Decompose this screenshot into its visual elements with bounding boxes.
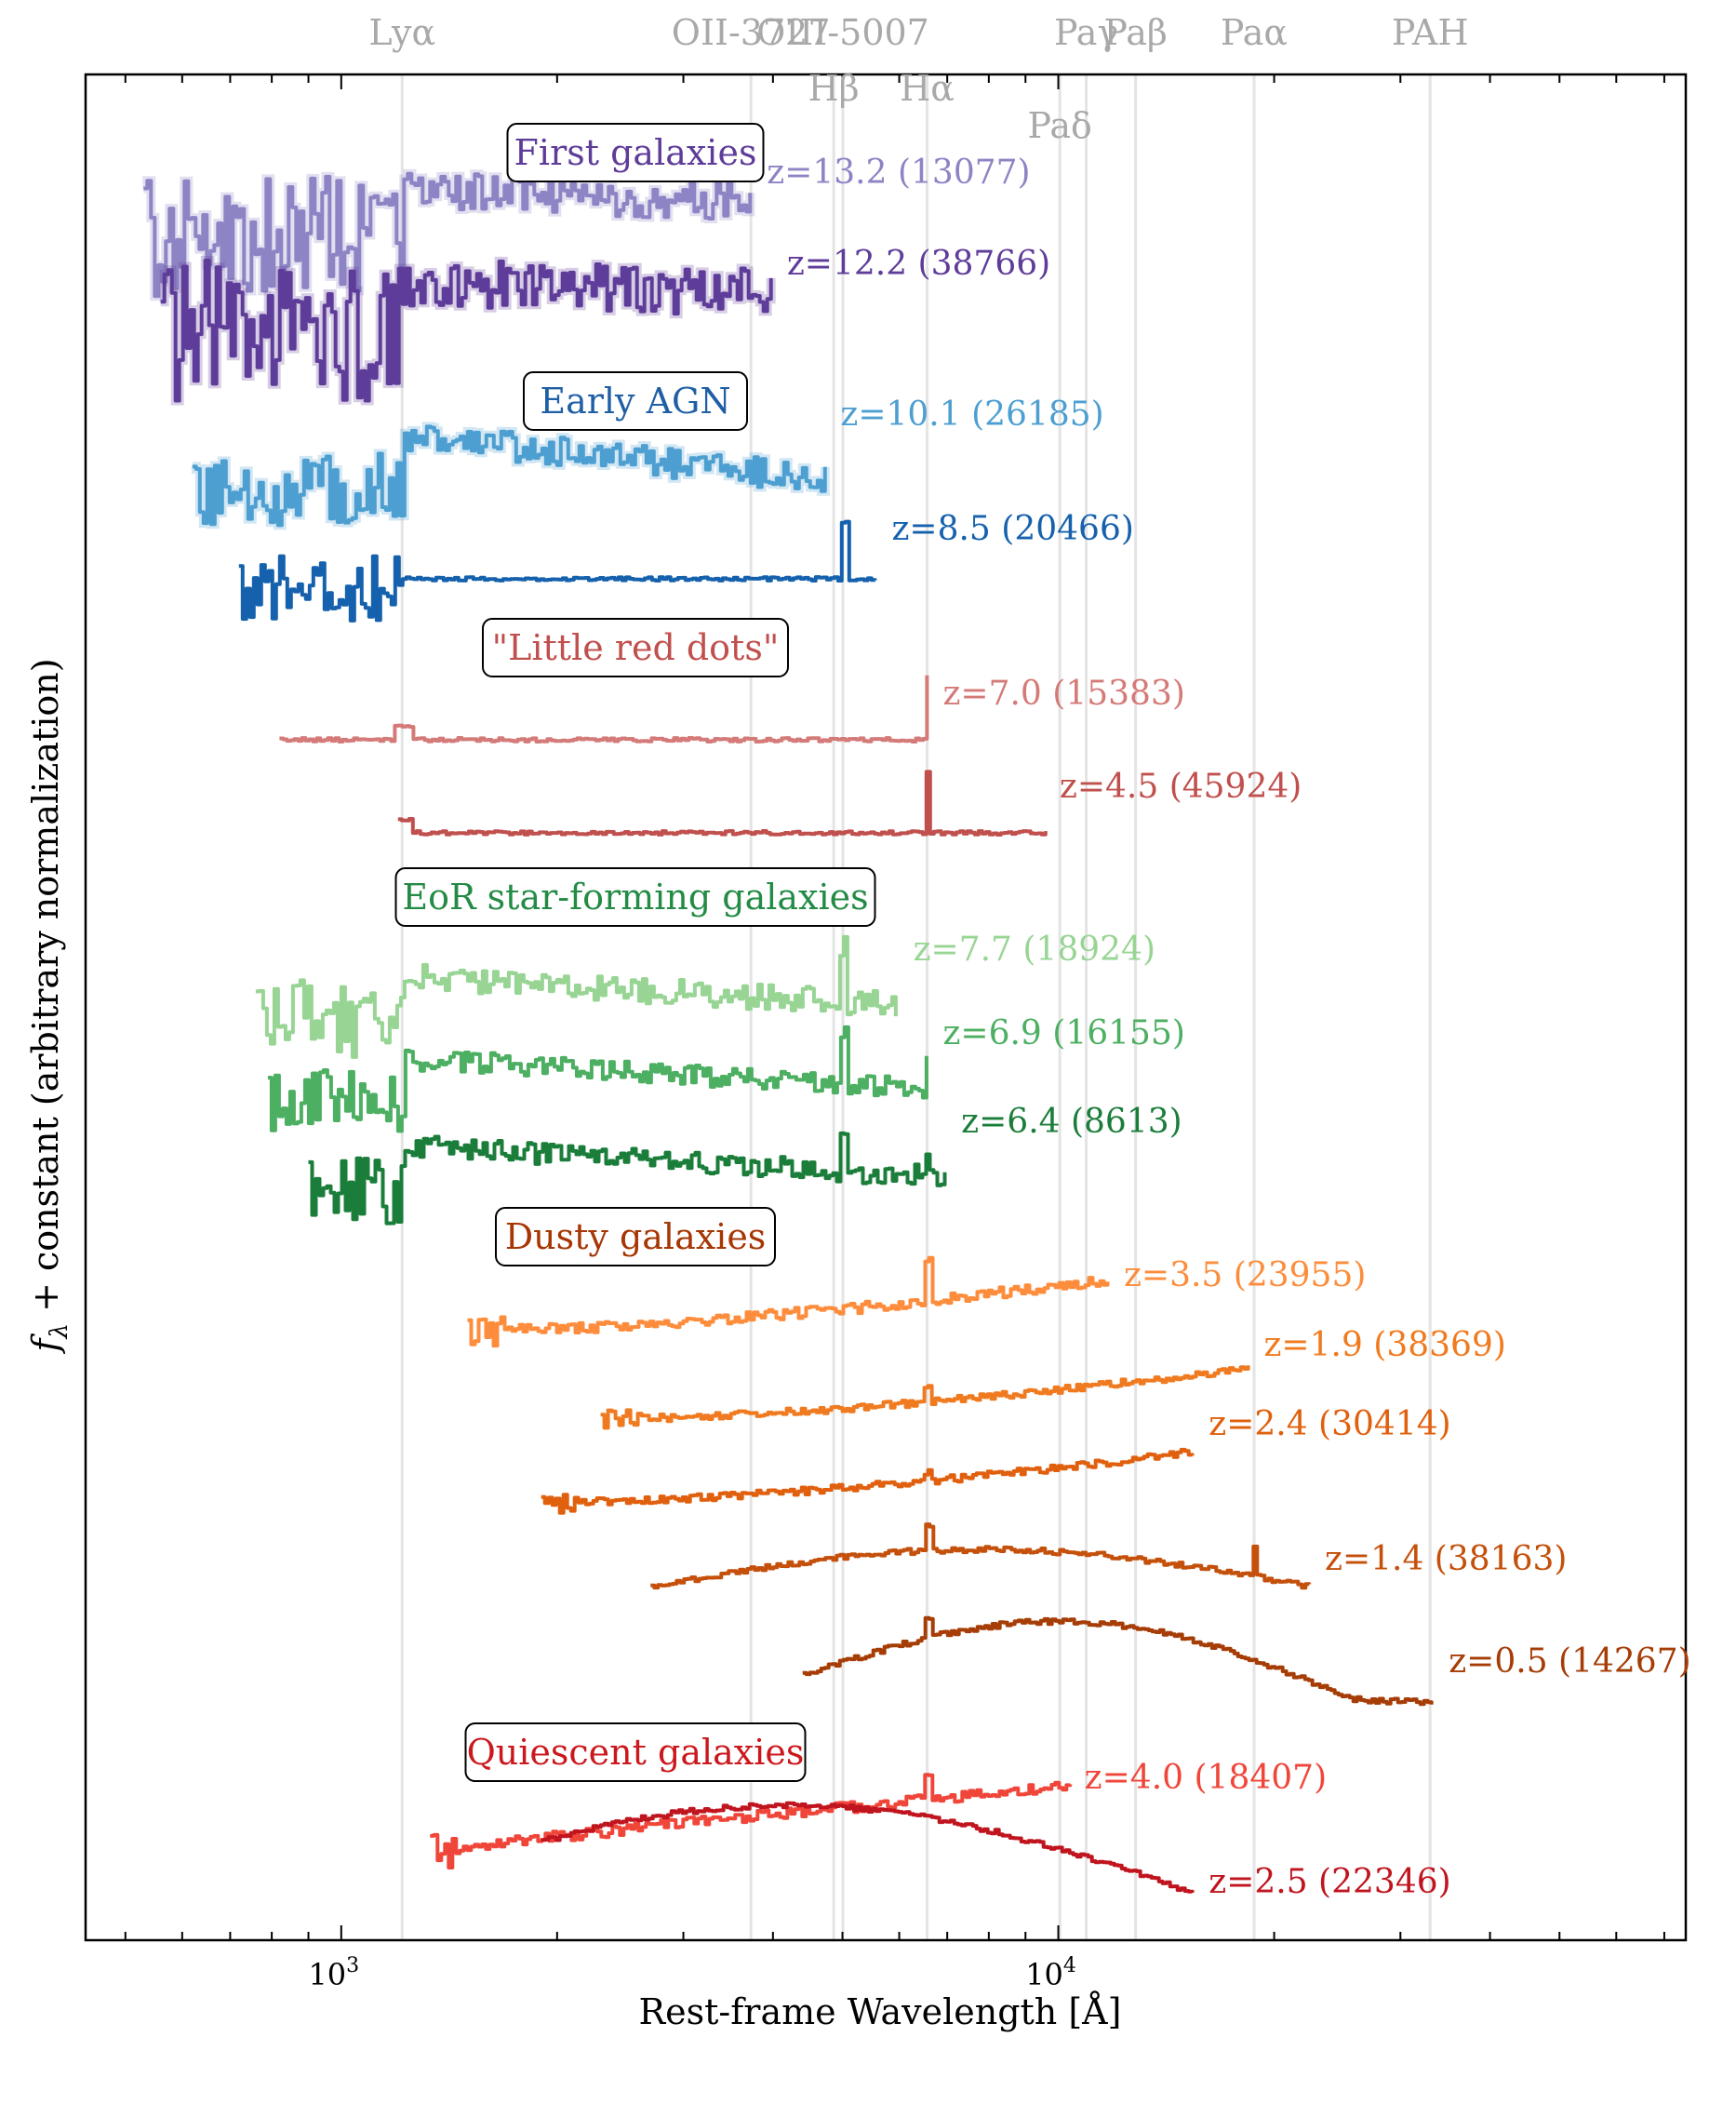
spectrum-z12-2-38766-label: z=12.2 (38766) (787, 245, 1050, 283)
group-first-galaxies-box (506, 123, 765, 182)
spectrum-z3-5-23955 (467, 1255, 1110, 1348)
emission-label-pa-: Paδ (1027, 105, 1091, 146)
spectrum-z4-18407 (430, 1773, 1073, 1869)
group-quiescent-galaxies-box (464, 1722, 807, 1782)
spectrum-z2-5-22346-label: z=2.5 (22346) (1209, 1863, 1450, 1901)
y-axis-title: fλ + constant (arbitrary normalization) (25, 658, 73, 1354)
spectrum-z7-7-18924 (255, 934, 898, 1059)
spectrum-z6-4-8613-label: z=6.4 (8613) (961, 1103, 1182, 1141)
spectrum-z6-9-16155-label: z=6.9 (16155) (942, 1014, 1184, 1052)
spectrum-z10-1-26185 (192, 424, 827, 528)
emission-label-h-: Hα (900, 68, 955, 109)
spectrum-z1-9-38369 (600, 1365, 1250, 1430)
emission-label-pa-: Paβ (1103, 12, 1168, 53)
spectrum-z2-5-22346 (541, 1801, 1195, 1894)
spectrum-z0-5-14267-label: z=0.5 (14267) (1449, 1642, 1690, 1681)
group-quiescent-galaxies-label: Quiescent galaxies (467, 1732, 805, 1773)
group-labels: First galaxies Early AGN "Little red dots"… (394, 123, 876, 1782)
spectrum-z2-4-30414-label: z=2.4 (30414) (1209, 1405, 1450, 1443)
emission-label-h-: Hβ (808, 68, 860, 109)
group-little-red-dots-label: "Little red dots" (492, 627, 780, 668)
group-little-red-dots-box (482, 618, 789, 677)
spectrum-z7-15383 (279, 675, 929, 744)
spectrum-z2-4-30414 (541, 1447, 1195, 1515)
emission-label-pa-: Paγ (1054, 12, 1118, 53)
emission-label-pah: PAH (1392, 12, 1469, 53)
spectrum-z1-9-38369-label: z=1.9 (38369) (1263, 1326, 1505, 1364)
group-dusty-galaxies-box (495, 1207, 776, 1266)
spectrum-z1-4-38163-label: z=1.4 (38163) (1325, 1540, 1567, 1578)
spectrum-z10-1-26185-label: z=10.1 (26185) (840, 395, 1103, 434)
spectrum-z3-5-23955-label: z=3.5 (23955) (1124, 1256, 1366, 1294)
group-dusty-galaxies-label: Dusty galaxies (505, 1216, 767, 1257)
group-early-agn-label: Early AGN (540, 381, 730, 422)
x-axis-title: Rest-frame Wavelength [Å] (639, 1991, 1122, 2032)
spectrum-z13-2-13077-label: z=13.2 (13077) (767, 154, 1030, 192)
plot-frame (84, 73, 1688, 1942)
spectrum-z13-2-13077 (143, 171, 753, 299)
group-first-galaxies-label: First galaxies (514, 132, 757, 173)
x-tick-label: 103 (308, 1954, 359, 1992)
group-eor-star-forming-galaxies-box (394, 867, 876, 927)
spectra-series (142, 168, 1434, 1894)
spectrum-z4-5-45924-label: z=4.5 (45924) (1060, 768, 1302, 806)
spectrum-z6-9-16155 (267, 1025, 928, 1133)
group-early-agn-box (523, 371, 748, 431)
emission-label-pa-: Paα (1221, 12, 1288, 53)
spectrum-z12-2-38766 (160, 259, 773, 403)
spectrum-z8-5-20466 (238, 519, 877, 623)
group-eor-star-forming-galaxies-label: EoR star-forming galaxies (402, 877, 868, 918)
spectrum-z7-7-18924-label: z=7.7 (18924) (914, 931, 1155, 969)
spectrum-z6-4-8613 (308, 1131, 947, 1226)
spectrum-z7-15383-label: z=7.0 (15383) (942, 675, 1184, 713)
emission-label-ly-: Lyα (368, 12, 435, 53)
emission-line-markers (400, 74, 1432, 1940)
x-axis-ticks: 103 104 (124, 74, 1665, 1992)
spectrum-z0-5-14267 (802, 1615, 1434, 1707)
spectrum-z4-5-45924 (397, 770, 1048, 837)
emission-label-oiii-5007: OIII-5007 (756, 12, 929, 53)
spectrum-z4-18407-label: z=4.0 (18407) (1085, 1759, 1327, 1797)
emission-label-oii-3727: OII-3727 (672, 12, 831, 53)
x-tick-label: 104 (1025, 1954, 1076, 1992)
spectrum-z8-5-20466-label: z=8.5 (20466) (891, 510, 1133, 548)
spectrum-z1-4-38163 (650, 1522, 1312, 1590)
